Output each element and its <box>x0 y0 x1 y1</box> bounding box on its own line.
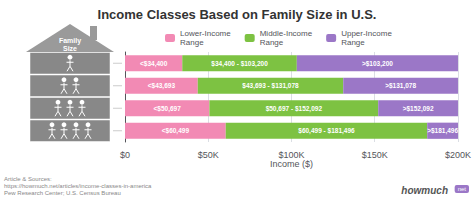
svg-text:net: net <box>458 186 467 192</box>
svg-text:$50,697 - $152,092: $50,697 - $152,092 <box>266 105 323 113</box>
svg-text:$43,693 - $131,078: $43,693 - $131,078 <box>242 82 299 90</box>
svg-text:$60,499 - $181,496: $60,499 - $181,496 <box>298 127 355 135</box>
svg-text:Size: Size <box>63 45 77 52</box>
svg-text:Range: Range <box>260 38 284 47</box>
svg-text:$150K: $150K <box>362 150 388 160</box>
svg-text:$200K: $200K <box>445 150 471 160</box>
svg-text:https://howmuch.net/articles/i: https://howmuch.net/articles/income-clas… <box>4 183 152 189</box>
svg-text:>$152,092: >$152,092 <box>403 105 434 113</box>
svg-text:$34,400 - $103,200: $34,400 - $103,200 <box>211 60 268 68</box>
svg-text:<$50,697: <$50,697 <box>154 105 182 113</box>
svg-text:$0: $0 <box>120 150 130 160</box>
svg-text:>$103,200: >$103,200 <box>362 60 393 68</box>
svg-text:<$60,499: <$60,499 <box>162 127 190 135</box>
svg-text:Upper-Income: Upper-Income <box>341 29 392 38</box>
svg-text:<$43,693: <$43,693 <box>148 82 176 90</box>
svg-text:<$34,400: <$34,400 <box>140 60 168 68</box>
svg-text:Income ($): Income ($) <box>270 159 313 169</box>
svg-text:>$181,496: >$181,496 <box>427 127 458 135</box>
svg-text:Lower-Income: Lower-Income <box>180 29 231 38</box>
svg-text:$50K: $50K <box>198 150 219 160</box>
svg-text:$100K: $100K <box>278 150 304 160</box>
svg-text:Income Classes Based on Family: Income Classes Based on Family Size in U… <box>98 7 377 22</box>
svg-text:Range: Range <box>341 38 365 47</box>
svg-text:Family: Family <box>59 37 81 45</box>
svg-text:>$131,078: >$131,078 <box>385 82 416 90</box>
svg-text:Middle-Income: Middle-Income <box>260 29 313 38</box>
svg-text:Article & Sources:: Article & Sources: <box>4 176 52 182</box>
svg-text:Range: Range <box>180 38 204 47</box>
svg-text:howmuch: howmuch <box>401 185 448 196</box>
svg-text:Pew Research Center; U.S. Cens: Pew Research Center; U.S. Census Bureau <box>4 190 121 196</box>
